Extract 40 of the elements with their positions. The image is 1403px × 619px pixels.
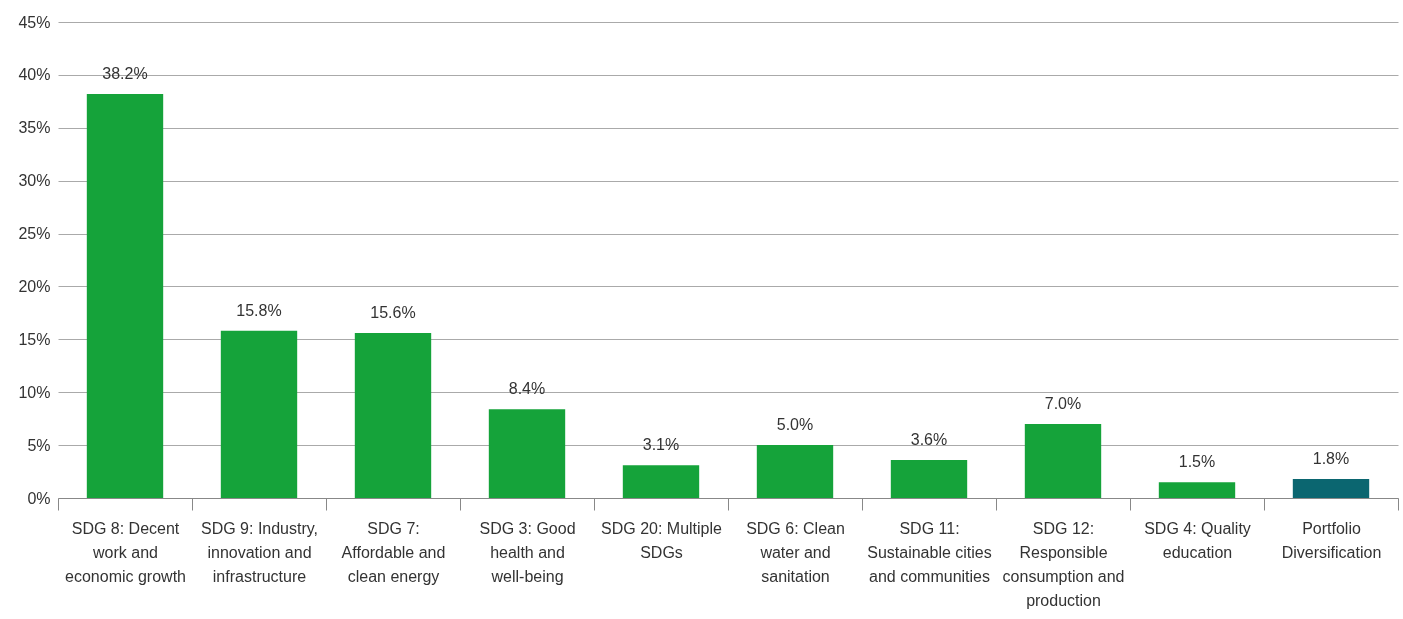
y-tick-label: 45% bbox=[18, 13, 51, 31]
data-label: 38.2% bbox=[102, 64, 148, 82]
bar bbox=[1292, 478, 1370, 498]
x-tick-label: SDG 20: Multiple SDGs bbox=[601, 519, 723, 561]
y-tick-label: 10% bbox=[18, 383, 51, 401]
y-tick-label: 0% bbox=[27, 489, 51, 507]
y-tick-label: 15% bbox=[18, 330, 51, 348]
x-tick-label: SDG 11: Sustainable cities and communities bbox=[867, 519, 992, 585]
data-label: 15.6% bbox=[370, 303, 416, 321]
data-label: 3.1% bbox=[642, 436, 680, 454]
x-tick-label: SDG 7: Affordable and clean energy bbox=[341, 519, 446, 585]
x-tick-label: SDG 9: Industry, innovation and infrastructure bbox=[200, 519, 319, 585]
x-tick-label: SDG 6: Clean water and sanitation bbox=[746, 519, 845, 585]
bar bbox=[756, 445, 834, 498]
bar bbox=[488, 409, 566, 498]
y-tick-label: 35% bbox=[18, 119, 51, 137]
bar bbox=[622, 465, 700, 498]
data-label: 1.5% bbox=[1178, 453, 1216, 471]
y-tick-label: 5% bbox=[27, 436, 51, 454]
x-tick-label: SDG 8: Decent work and economic growth bbox=[65, 519, 186, 585]
y-tick-label: 20% bbox=[18, 277, 51, 295]
bar bbox=[1158, 482, 1236, 498]
data-label: 3.6% bbox=[910, 430, 948, 448]
x-tick-label: SDG 3: Good health and well-being bbox=[479, 519, 576, 585]
bar bbox=[86, 93, 164, 498]
y-tick-label: 25% bbox=[18, 225, 51, 243]
data-label: 1.8% bbox=[1312, 449, 1350, 467]
x-tick-label: SDG 4: Quality education bbox=[1144, 519, 1251, 561]
y-tick-label: 30% bbox=[18, 172, 51, 190]
x-tick-label: SDG 12: Responsible consumption and production bbox=[1002, 519, 1125, 609]
data-label: 7.0% bbox=[1044, 394, 1082, 412]
data-label: 15.8% bbox=[236, 301, 282, 319]
data-label: 5.0% bbox=[776, 416, 814, 434]
bar bbox=[1024, 423, 1102, 498]
y-tick-label: 40% bbox=[18, 66, 51, 84]
bar bbox=[354, 332, 432, 498]
bar bbox=[220, 330, 298, 498]
data-label: 8.4% bbox=[508, 380, 546, 398]
bar bbox=[890, 459, 968, 498]
x-tick-label: Portfolio Diversification bbox=[1281, 519, 1382, 561]
